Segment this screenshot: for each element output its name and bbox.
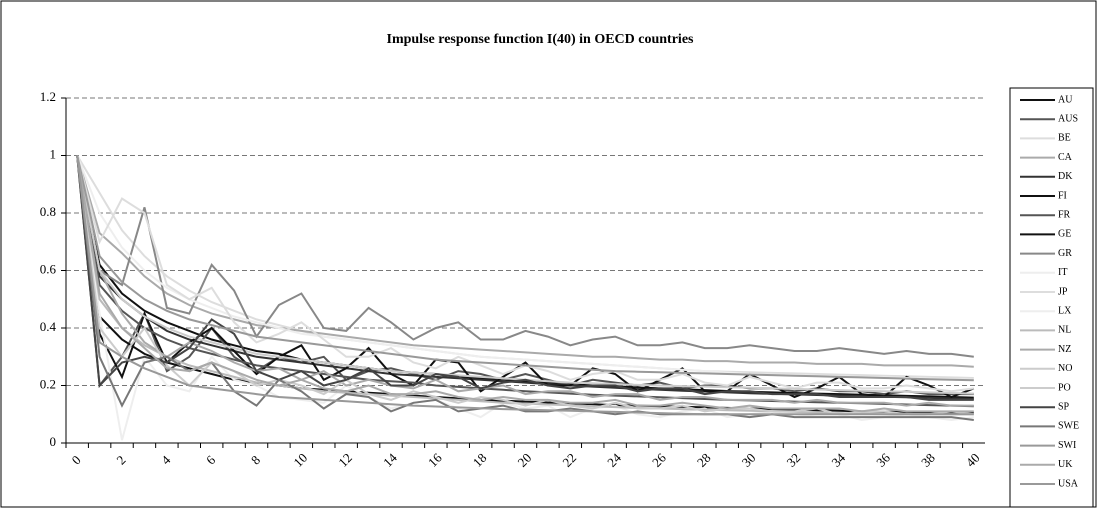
legend-label: AU xyxy=(1058,94,1073,105)
legend-label: NZ xyxy=(1058,344,1071,355)
y-tick-label: 1 xyxy=(50,146,57,161)
legend-label: NO xyxy=(1058,363,1072,374)
y-tick-label: 0.4 xyxy=(40,319,57,334)
series-line xyxy=(76,155,974,358)
series-line xyxy=(76,155,974,416)
chart-title: Impulse response function I(40) in OECD … xyxy=(387,32,695,47)
legend-label: FI xyxy=(1058,190,1067,201)
legend-label: UK xyxy=(1058,459,1073,470)
legend-label: SWI xyxy=(1058,440,1076,451)
legend-label: BE xyxy=(1058,133,1071,144)
legend-label: SWE xyxy=(1058,421,1079,432)
legend-label: GR xyxy=(1058,248,1072,259)
series-line xyxy=(76,155,974,413)
legend-label: CA xyxy=(1058,152,1073,163)
y-tick-label: 0.6 xyxy=(40,261,57,276)
y-tick-label: 0 xyxy=(50,434,57,449)
legend-label: USA xyxy=(1058,478,1079,489)
y-tick-label: 0.2 xyxy=(40,376,56,391)
legend-label: IT xyxy=(1058,267,1067,278)
y-tick-label: 0.8 xyxy=(40,204,56,219)
series-line xyxy=(76,155,974,382)
series-line xyxy=(76,155,974,416)
legend-box xyxy=(1009,87,1094,508)
series-line xyxy=(76,155,974,407)
legend-label: PO xyxy=(1058,382,1071,393)
y-tick-label: 1.2 xyxy=(40,89,56,104)
series-line xyxy=(76,155,975,399)
legend-label: FR xyxy=(1058,209,1071,220)
legend-label: GE xyxy=(1058,229,1071,240)
legend-label: JP xyxy=(1058,286,1068,297)
legend-label: SP xyxy=(1058,401,1070,412)
legend-label: DK xyxy=(1058,171,1073,182)
series-line xyxy=(76,155,974,421)
legend-label: AUS xyxy=(1058,113,1078,124)
series-line xyxy=(76,155,974,368)
legend-label: NL xyxy=(1058,325,1071,336)
legend-label: LX xyxy=(1058,305,1072,316)
